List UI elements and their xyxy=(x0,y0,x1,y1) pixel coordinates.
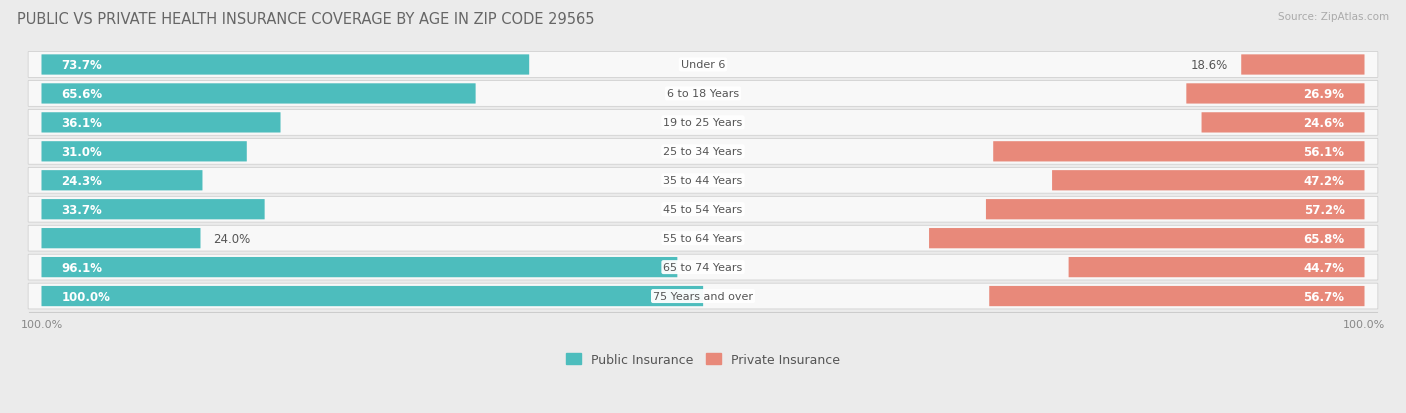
Text: 36.1%: 36.1% xyxy=(62,116,103,130)
FancyBboxPatch shape xyxy=(42,199,264,220)
FancyBboxPatch shape xyxy=(42,84,475,104)
Text: 19 to 25 Years: 19 to 25 Years xyxy=(664,118,742,128)
FancyBboxPatch shape xyxy=(1052,171,1364,191)
FancyBboxPatch shape xyxy=(42,113,281,133)
FancyBboxPatch shape xyxy=(28,254,1378,280)
FancyBboxPatch shape xyxy=(1202,113,1364,133)
Text: PUBLIC VS PRIVATE HEALTH INSURANCE COVERAGE BY AGE IN ZIP CODE 29565: PUBLIC VS PRIVATE HEALTH INSURANCE COVER… xyxy=(17,12,595,27)
Text: 24.0%: 24.0% xyxy=(214,232,250,245)
FancyBboxPatch shape xyxy=(42,286,703,306)
Text: 24.3%: 24.3% xyxy=(62,174,103,188)
Text: 55 to 64 Years: 55 to 64 Years xyxy=(664,234,742,244)
FancyBboxPatch shape xyxy=(28,52,1378,78)
FancyBboxPatch shape xyxy=(28,110,1378,136)
Text: 24.6%: 24.6% xyxy=(1303,116,1344,130)
Text: 44.7%: 44.7% xyxy=(1303,261,1344,274)
FancyBboxPatch shape xyxy=(28,168,1378,194)
Legend: Public Insurance, Private Insurance: Public Insurance, Private Insurance xyxy=(567,353,839,366)
FancyBboxPatch shape xyxy=(42,55,529,76)
FancyBboxPatch shape xyxy=(42,142,247,162)
FancyBboxPatch shape xyxy=(1241,55,1364,76)
Text: 65.6%: 65.6% xyxy=(62,88,103,101)
FancyBboxPatch shape xyxy=(986,199,1364,220)
Text: 45 to 54 Years: 45 to 54 Years xyxy=(664,205,742,215)
FancyBboxPatch shape xyxy=(42,257,678,278)
Text: 56.1%: 56.1% xyxy=(1303,145,1344,159)
FancyBboxPatch shape xyxy=(990,286,1364,306)
Text: 75 Years and over: 75 Years and over xyxy=(652,291,754,301)
FancyBboxPatch shape xyxy=(1187,84,1364,104)
Text: 96.1%: 96.1% xyxy=(62,261,103,274)
FancyBboxPatch shape xyxy=(929,228,1364,249)
FancyBboxPatch shape xyxy=(28,81,1378,107)
Text: 31.0%: 31.0% xyxy=(62,145,103,159)
Text: 65.8%: 65.8% xyxy=(1303,232,1344,245)
Text: 25 to 34 Years: 25 to 34 Years xyxy=(664,147,742,157)
FancyBboxPatch shape xyxy=(28,226,1378,252)
FancyBboxPatch shape xyxy=(28,283,1378,309)
Text: 33.7%: 33.7% xyxy=(62,203,103,216)
FancyBboxPatch shape xyxy=(42,228,201,249)
Text: Source: ZipAtlas.com: Source: ZipAtlas.com xyxy=(1278,12,1389,22)
Text: Under 6: Under 6 xyxy=(681,60,725,70)
Text: 100.0%: 100.0% xyxy=(62,290,110,303)
FancyBboxPatch shape xyxy=(993,142,1364,162)
Text: 26.9%: 26.9% xyxy=(1303,88,1344,101)
FancyBboxPatch shape xyxy=(28,197,1378,223)
Text: 6 to 18 Years: 6 to 18 Years xyxy=(666,89,740,99)
Text: 65 to 74 Years: 65 to 74 Years xyxy=(664,263,742,273)
Text: 73.7%: 73.7% xyxy=(62,59,103,72)
Text: 47.2%: 47.2% xyxy=(1303,174,1344,188)
Text: 18.6%: 18.6% xyxy=(1191,59,1227,72)
Text: 57.2%: 57.2% xyxy=(1303,203,1344,216)
Text: 35 to 44 Years: 35 to 44 Years xyxy=(664,176,742,186)
FancyBboxPatch shape xyxy=(1069,257,1364,278)
FancyBboxPatch shape xyxy=(28,139,1378,165)
FancyBboxPatch shape xyxy=(42,171,202,191)
Text: 56.7%: 56.7% xyxy=(1303,290,1344,303)
